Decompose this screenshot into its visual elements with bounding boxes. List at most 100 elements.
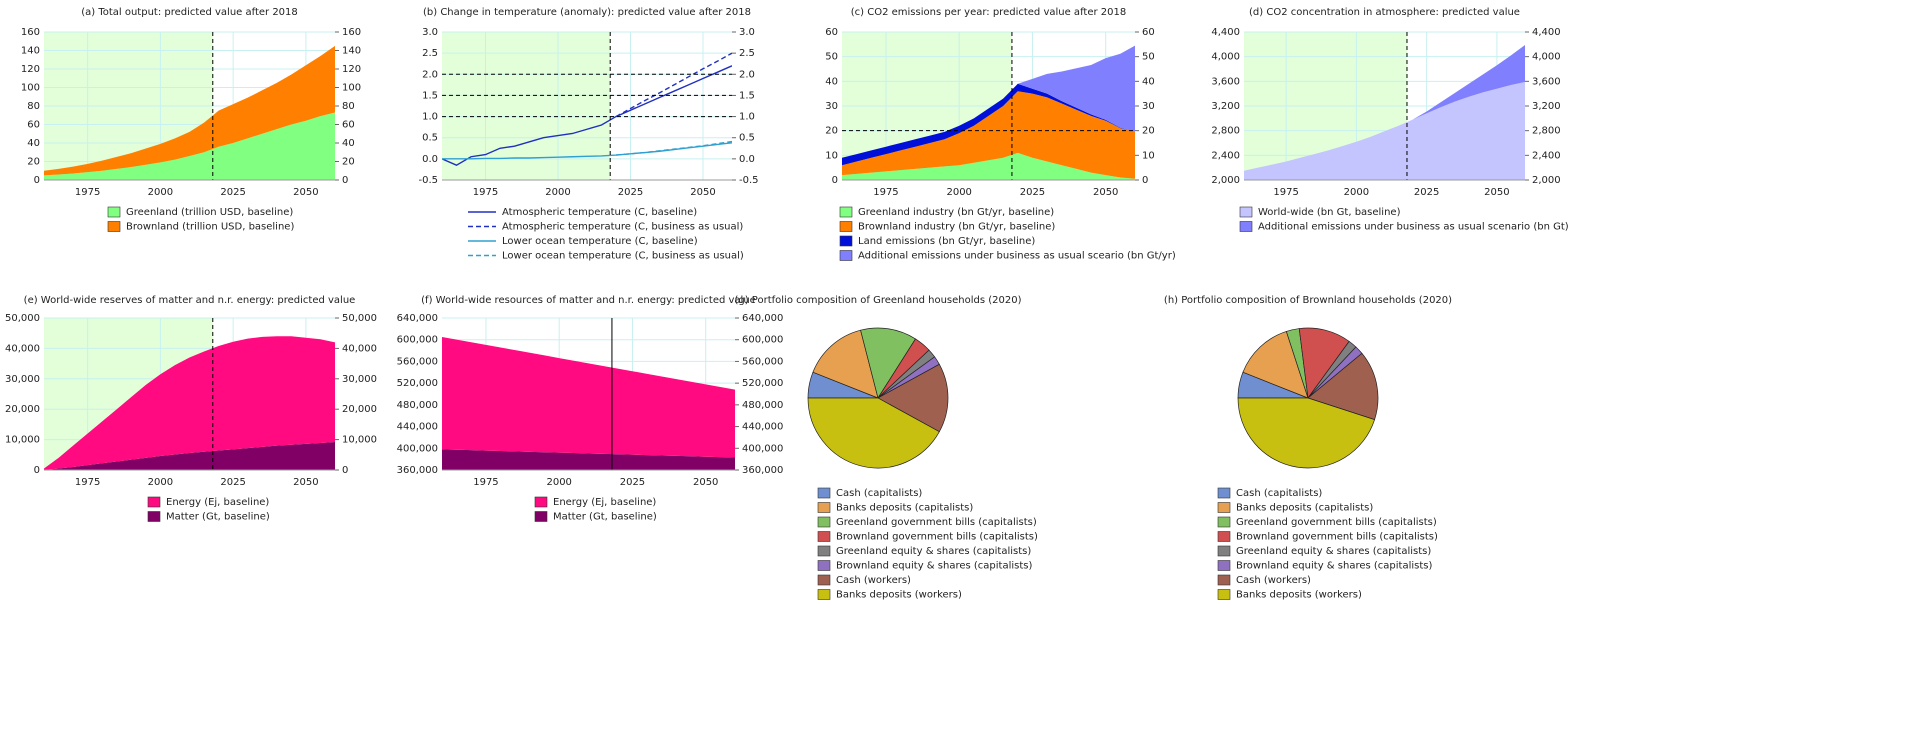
legend-swatch [1239,206,1253,218]
y2-tick-label: 10 [1142,150,1155,161]
x-tick-label: 2000 [946,187,971,198]
legend-swatch [107,206,121,218]
legend-label: Brownland industry (bn Gt/yr, baseline) [858,222,1055,233]
legend-label: Greenland government bills (capitalists) [1236,517,1437,528]
x-tick-label: 2025 [1414,187,1439,198]
legend-swatch [817,545,831,557]
area [842,91,1135,179]
area [1244,81,1525,180]
legend-swatch [107,221,121,232]
y2-tick-label: 50 [1142,52,1155,63]
y-tick-label: 1.5 [422,90,438,101]
y-tick-label: 40 [27,138,40,149]
y2-tick-label: 4,400 [1532,27,1561,38]
x-tick-label: 2050 [1484,187,1509,198]
chart-title: (e) World-wide reserves of matter and n.… [24,295,356,306]
legend-label: Cash (workers) [1236,575,1311,586]
legend-swatch [1217,502,1231,513]
chart-title: (b) Change in temperature (anomaly): pre… [423,7,751,18]
legend-label: Energy (Ej, baseline) [553,497,656,508]
pie-slice [1307,352,1379,421]
y2-tick-label: 100 [342,83,361,94]
y-tick-label: 50,000 [5,313,40,324]
y-tick-label: 440,000 [397,422,438,433]
y-tick-label: 40,000 [5,343,40,354]
legend-label: Greenland equity & shares (capitalists) [1236,546,1431,557]
legend-swatch [817,560,831,571]
x-tick-label: 1975 [873,187,898,198]
y2-tick-label: 480,000 [742,400,783,411]
y2-tick-label: 3,200 [1532,101,1561,112]
y2-tick-label: 60 [342,120,355,131]
y-tick-label: 30 [825,101,838,112]
y-tick-label: 0.5 [422,133,438,144]
legend-swatch [817,502,831,513]
y-tick-label: 560,000 [397,356,438,367]
y2-tick-label: 4,000 [1532,52,1561,63]
legend-label: Cash (capitalists) [836,488,922,499]
legend-swatch [839,221,853,232]
pie-slice [860,327,916,399]
line [615,52,732,118]
y-tick-label: 120 [21,64,40,75]
y-tick-label: 100 [21,83,40,94]
y2-tick-label: 40 [1142,76,1155,87]
y-tick-label: 30,000 [5,374,40,385]
y-tick-label: 20 [825,126,838,137]
legend-label: Greenland government bills (capitalists) [836,517,1037,528]
y2-tick-label: 1.0 [739,112,755,123]
y-tick-label: 2,000 [1211,175,1240,186]
y-tick-label: 10,000 [5,435,40,446]
y2-tick-label: 10,000 [342,435,377,446]
y2-tick-label: 20 [342,157,355,168]
legend-label: Additional emissions under business as u… [1258,222,1569,233]
legend-label: Greenland (trillion USD, baseline) [126,207,293,218]
legend-swatch [1217,560,1231,571]
x-tick-label: 2025 [618,187,643,198]
y2-tick-label: 30,000 [342,374,377,385]
chart-title: (a) Total output: predicted value after … [81,7,298,18]
chart-title: (f) World-wide resources of matter and n… [421,295,756,306]
x-tick-label: 2025 [220,187,245,198]
legend-swatch [1217,545,1231,557]
y2-tick-label: 2,000 [1532,175,1561,186]
y2-tick-label: 0 [1142,175,1148,186]
legend-swatch [1239,221,1253,232]
y-tick-label: 480,000 [397,400,438,411]
legend-label: Brownland government bills (capitalists) [836,532,1038,543]
y2-tick-label: 40,000 [342,343,377,354]
y2-tick-label: 2.0 [739,69,755,80]
y2-tick-label: 520,000 [742,378,783,389]
x-tick-label: 2050 [293,477,318,488]
legend-label: Brownland (trillion USD, baseline) [126,222,294,233]
y2-tick-label: 0.0 [739,154,755,165]
y2-tick-label: 400,000 [742,443,783,454]
x-tick-label: 2050 [1093,187,1118,198]
legend-label: Greenland industry (bn Gt/yr, baseline) [858,207,1054,218]
x-tick-label: 1975 [75,477,100,488]
area [442,449,735,470]
chart-title: (c) CO2 emissions per year: predicted va… [851,7,1126,18]
x-tick-label: 2025 [220,477,245,488]
legend-label: Matter (Gt, baseline) [166,512,270,523]
legend-label: Lower ocean temperature (C, baseline) [502,236,698,247]
y-tick-label: 0.0 [422,154,438,165]
x-tick-label: 2050 [293,187,318,198]
y2-tick-label: 640,000 [742,313,783,324]
y-tick-label: 360,000 [397,465,438,476]
y2-tick-label: 40 [342,138,355,149]
y-tick-label: 2.0 [422,69,438,80]
y-tick-label: 160 [21,27,40,38]
legend-swatch [1217,487,1231,499]
legend-swatch [534,496,548,508]
chart-title: (d) CO2 concentration in atmosphere: pre… [1249,7,1520,18]
legend-swatch [817,531,831,542]
legend-swatch [1217,516,1231,528]
legend-label: Banks deposits (capitalists) [836,503,973,514]
y2-tick-label: 3.0 [739,27,755,38]
x-tick-label: 2025 [1020,187,1045,198]
y2-tick-label: 2.5 [739,48,755,59]
legend-label: Land emissions (bn Gt/yr, baseline) [858,236,1035,247]
y2-tick-label: 120 [342,64,361,75]
